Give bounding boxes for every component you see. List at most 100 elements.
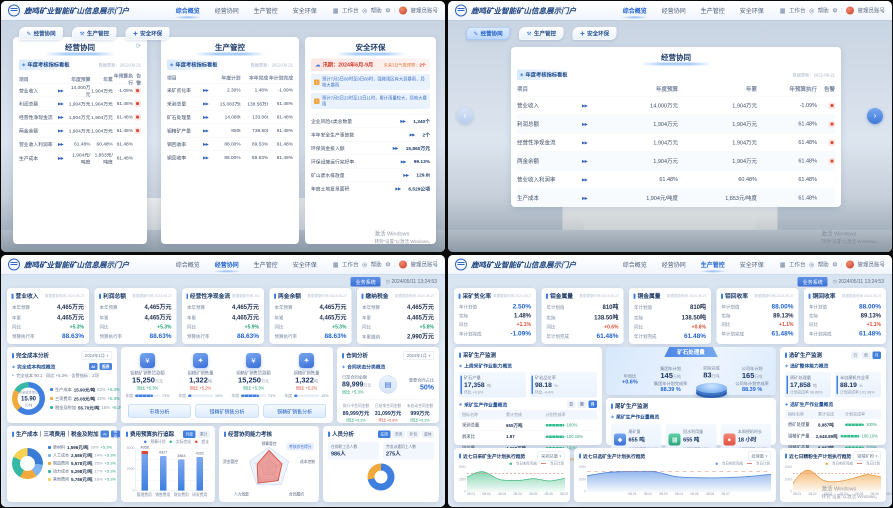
alarm-icon[interactable] — [828, 139, 835, 146]
help-label[interactable]: 帮助 — [817, 8, 829, 14]
nav-production[interactable]: 生产管控 — [697, 261, 728, 273]
staff-tab[interactable]: 劳务 — [392, 430, 405, 438]
workbench-label[interactable]: 工作台 — [341, 262, 359, 268]
kpi-card-profit[interactable]: 利润总额 数据更新时间 2024.05.27 本年预算 4,465万元 年累 4,46… — [94, 288, 177, 344]
list-item[interactable]: 年度土地复垦面积 ▶▶ 6,529公顷 — [311, 181, 430, 196]
nav-production[interactable]: 生产管控 — [700, 7, 725, 15]
list-item[interactable]: 矿山废水排放量 ▶▶ 129.8t — [311, 168, 430, 182]
settings-gear-icon[interactable]: ⚙ — [832, 261, 838, 268]
table-row[interactable]: 营业收入 ▶▶ 14,000万元 1,904万元 -1.09% — [19, 83, 141, 98]
drill-icon[interactable]: ▶▶ — [203, 114, 209, 120]
nav-safety[interactable]: 安全环保 — [292, 261, 317, 269]
stat-cu-sales-amount[interactable]: ¥ 铜精矿销售货款额 15,250万元 同比 +5.3% 年度 73% — [230, 353, 278, 399]
report-button[interactable]: 报表 — [111, 429, 120, 439]
ai-button[interactable]: AI — [100, 430, 110, 438]
kpi-card-dilution[interactable]: 采矿贫化率 数据更新时间 2024.05.27 年计划值 2.50% 实际 1.48%… — [454, 288, 536, 344]
alarm-icon[interactable] — [134, 87, 141, 94]
stat-cu-sales-volume[interactable]: ✦ 铜精矿销售量 1,322吨 同比 +5.2% 年度 15% — [283, 353, 331, 399]
help-icon[interactable]: ◎ — [361, 7, 368, 14]
drill-icon[interactable]: ▶▶ — [58, 88, 64, 93]
drill-icon[interactable]: ▶▶ — [582, 158, 588, 164]
drill-icon[interactable]: ▶▶ — [582, 103, 588, 108]
radar-score-chip[interactable]: 考核综合得分 — [286, 443, 314, 451]
tab-day[interactable]: 日 — [850, 351, 860, 359]
nav-business[interactable]: 经营协同 — [214, 7, 239, 15]
kpi-card-cu-metal[interactable]: 铜金属量 数据更新时间 2024.05.27 年计划值 810吨 实际 138.50吨… — [629, 288, 711, 344]
cu-sales-analysis-button[interactable]: 铜精矿销售分析 — [263, 404, 326, 418]
user-avatar[interactable] — [846, 260, 854, 269]
table-row[interactable]: 钼精矿产量 2,648.89吨 100.16% — [785, 431, 881, 442]
nav-overview[interactable]: 综合概览 — [622, 261, 647, 269]
kpi-card-tax[interactable]: 缴纳税金 数据更新时间 2024.05.27 本年预算 4,465万元 年累 4,46… — [357, 288, 439, 344]
table-row[interactable]: 两金余额 ▶▶ 1,904万元 1,904万元 61.48% — [19, 123, 141, 138]
table-row[interactable]: 生产成本 ▶▶ 1,904元/吨度 1,853元/吨度 61.48% — [517, 188, 835, 207]
mo-sales-analysis-button[interactable]: 钼精矿销售分析 — [195, 404, 259, 418]
table-row[interactable]: 经营性净现金流 ▶▶ 1,904万元 1,904万元 61.48% — [19, 110, 141, 124]
bar[interactable]: 4958 — [141, 445, 149, 491]
drill-icon[interactable]: ▶▶ — [400, 159, 407, 164]
bar[interactable]: 4327 — [159, 450, 167, 491]
user-avatar[interactable] — [846, 6, 854, 15]
drill-icon[interactable]: ▶▶ — [203, 101, 209, 106]
help-icon[interactable]: ◎ — [808, 7, 815, 14]
kpi-card-revenue[interactable]: 营业收入 数据更新时间 2024.05.27 本年预算 4,465万元 年累 4,46… — [7, 288, 89, 344]
table-row[interactable]: 钼精矿产量 ▶▶ 850t 738.50t 61.48% — [167, 123, 293, 138]
table-row[interactable]: 经营性净现金流 ▶▶ 1,904万元 1,904万元 61.48% — [517, 133, 835, 152]
table-row[interactable]: 采矿贫化率 ▶▶ 2.30% 1.48% -1.09% — [167, 83, 293, 97]
drill-icon[interactable]: ▶▶ — [582, 177, 588, 182]
nav-overview[interactable]: 综合概览 — [619, 7, 650, 19]
workbench-label[interactable]: 工作台 — [788, 8, 806, 14]
pill-business[interactable]: ✎ 经营协同 — [466, 27, 511, 40]
nav-safety[interactable]: 安全环保 — [739, 7, 764, 15]
table-row[interactable]: 铜回收率 ▶▶ 88.00% 89.53% 61.48% — [167, 150, 293, 165]
drill-icon[interactable]: ▶▶ — [403, 172, 409, 178]
tab-month[interactable]: 月 — [588, 400, 597, 408]
alarm-icon[interactable] — [828, 120, 835, 128]
refresh-icon[interactable]: ⟳ — [135, 42, 141, 50]
period-dropdown[interactable]: 2024年1月 — [81, 351, 112, 360]
table-row[interactable]: 原矿处理量 8,987吨 100% — [785, 419, 881, 431]
table-row[interactable]: 营业收入 ▶▶ 14,000万元 1,904万元 -1.09% — [517, 96, 835, 115]
staff-tab[interactable]: 在岗 — [378, 430, 391, 438]
tab-week[interactable]: 周 — [861, 351, 871, 359]
nav-overview[interactable]: 综合概览 — [175, 261, 200, 269]
pill-production[interactable]: ⚒ 生产管控 — [72, 27, 117, 40]
nav-safety[interactable]: 安全环保 — [739, 261, 764, 269]
table-row[interactable]: 剥采比 1.87 100.16% — [459, 431, 597, 443]
workbench-label[interactable]: 工作台 — [788, 262, 806, 268]
bar[interactable]: 4202 — [196, 451, 204, 491]
period-dropdown[interactable]: 2024年1月 — [403, 351, 434, 360]
help-icon[interactable]: ◎ — [361, 261, 368, 268]
kpi-card-two-funds[interactable]: 两金余额 数据更新时间 2024.05.27 本年预算 4,465万元 年累 4,46… — [269, 288, 352, 344]
help-label[interactable]: 帮助 — [370, 262, 382, 268]
carousel-next-button[interactable]: › — [867, 108, 883, 124]
list-item[interactable]: 企业风险4类总数量 ▶▶ 1,340个 — [311, 114, 430, 128]
settings-gear-icon[interactable]: ⚙ — [832, 7, 838, 14]
alarm-icon[interactable] — [134, 127, 141, 134]
table-row[interactable]: 采剥总量 655万吨 100% — [459, 420, 597, 431]
drill-icon[interactable]: ▶▶ — [58, 101, 64, 106]
pill-safety[interactable]: ✚ 安全环保 — [572, 27, 617, 40]
workbench-icon[interactable]: ▦ — [779, 7, 786, 14]
kpi-card-mo-recovery[interactable]: 钼回收率 数据更新时间 2024.05.27 年计划值 88.00% 实际 89.13… — [716, 288, 799, 344]
weather-alert[interactable]: ! 预计7月5日23时至13日11时，累计雨量较大，局地大暴雨 — [311, 93, 430, 109]
weather-alert[interactable]: ! 预计7月3日08时至9日08时，强降雨区有大到暴雨，局地大暴雨 — [311, 74, 430, 90]
tab-monthly[interactable]: 月度 — [183, 430, 196, 438]
tab-week[interactable]: 周 — [577, 400, 587, 408]
table-row[interactable]: 采剥总量 ▶▶ 15,083万t 138.56万t 61.48% — [167, 96, 293, 111]
nav-business[interactable]: 经营协同 — [211, 261, 242, 273]
metric-dropdown[interactable]: 采剥总量 — [537, 451, 565, 461]
table-row[interactable]: 利润总额 ▶▶ 1,904万元 1,904万元 61.48% — [19, 96, 141, 111]
metric-dropdown[interactable]: 处理量 — [747, 451, 771, 461]
list-item[interactable]: 环保资金投入额 ▶▶ 15,860万元 — [311, 141, 430, 155]
ai-button[interactable]: AI — [88, 363, 98, 370]
tab-month[interactable]: 月 — [872, 351, 881, 359]
stat-mo-sales-volume[interactable]: ✦ 钼精矿销售量 1,322吨 同比 +5.2% 年度 15% — [177, 353, 225, 399]
stat-mo-sales-amount[interactable]: ¥ 钼精矿销售货款额 15,250万元 同比 +5.3% 年度 73% — [124, 353, 172, 399]
help-icon[interactable]: ◎ — [808, 261, 815, 268]
tab-day[interactable]: 日 — [566, 400, 576, 408]
report-button[interactable]: 报表 — [99, 363, 112, 370]
nav-production[interactable]: 生产管控 — [253, 7, 278, 15]
drill-icon[interactable]: ▶▶ — [58, 128, 64, 133]
user-avatar[interactable] — [399, 6, 407, 15]
